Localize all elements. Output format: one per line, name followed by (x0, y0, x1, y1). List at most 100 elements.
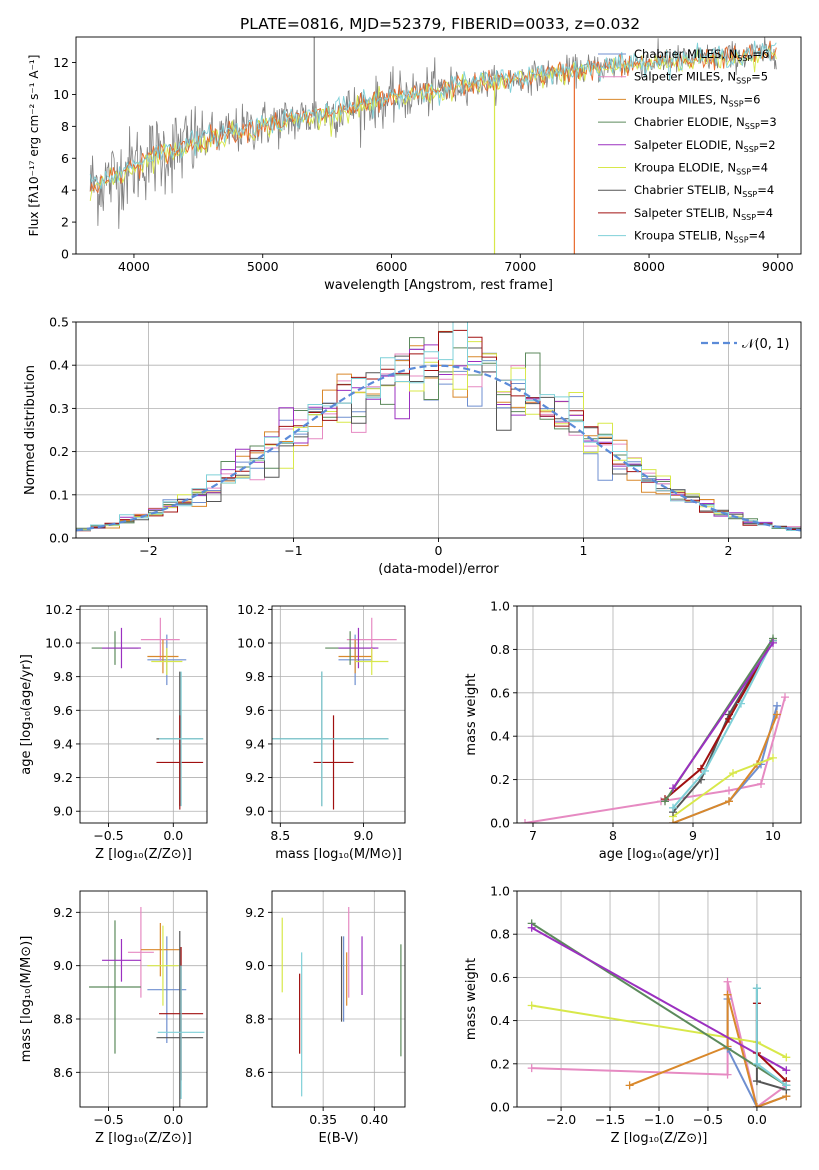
legend-entry: Chabrier MILES, NSSP=6 (634, 47, 769, 63)
y-tick-label: 0.3 (49, 401, 69, 416)
x-tick-label: −0.5 (93, 1112, 123, 1127)
x-tick-label: 9000 (762, 259, 794, 274)
y-tick-label: 0.2 (49, 444, 69, 459)
data-point (669, 784, 677, 793)
legend-count: =2 (759, 138, 776, 152)
data-point (782, 1053, 791, 1062)
plot-area (272, 617, 397, 810)
axes-frame (271, 890, 406, 1108)
panel-spectrum: Chabrier MILES, NSSP=6 Salpeter MILES, NS… (27, 36, 802, 293)
y-tick-label: 0.2 (490, 772, 510, 787)
legend-count: =3 (760, 115, 777, 129)
legend-count: =5 (751, 70, 768, 84)
plot-area (281, 907, 402, 1097)
data-point (782, 1081, 791, 1090)
data-point (729, 769, 737, 778)
y-axis-label: Flux [fλ10⁻¹⁷ erg cm⁻² s⁻¹ A⁻¹] (27, 55, 41, 237)
data-point (661, 797, 669, 806)
y-tick-label: 9.0 (53, 804, 73, 819)
plot-area (91, 617, 204, 810)
y-axis-label: mass weight (464, 673, 479, 755)
y-tick-label: 8.6 (245, 1065, 265, 1080)
y-tick-label: 10 (53, 87, 69, 102)
x-axis-label: (data-model)/error (378, 562, 499, 577)
y-tick-label: 9.0 (53, 958, 73, 973)
y-tick-label: 0.6 (490, 970, 510, 985)
legend-entry: Chabrier STELIB, NSSP=4 (634, 183, 774, 199)
plot-area (521, 634, 789, 823)
legend-subscript: SSP (737, 54, 752, 63)
legend-subscript: SSP (741, 213, 756, 222)
x-tick-label: 9 (689, 828, 697, 843)
legend-subscript: SSP (734, 236, 749, 245)
y-tick-label: 10.0 (45, 636, 73, 651)
y-tick-label: 0.6 (490, 685, 510, 700)
legend: Chabrier MILES, NSSP=6 Salpeter MILES, NS… (598, 47, 777, 245)
legend-count: =6 (744, 92, 761, 106)
data-point (527, 923, 536, 932)
panel-age_vs_mass: 8.5 9.0 9.0 9.2 9.4 9.6 9.8 10.0 10.2 mass [log₁₀… (237, 602, 406, 862)
spectrum-model-line (89, 40, 777, 190)
series-line (672, 714, 778, 823)
data-point (723, 990, 732, 999)
series-line (672, 642, 774, 789)
legend-subscript: SSP (736, 77, 751, 86)
y-tick-label: 0.0 (490, 1100, 510, 1115)
x-axis-label: Z [log₁₀(Z/Z⊙)] (95, 1131, 192, 1146)
y-tick-label: 9.4 (53, 736, 73, 751)
x-tick-label: 2 (725, 543, 733, 558)
x-tick-label: −2.0 (546, 1112, 576, 1127)
data-point (521, 819, 529, 823)
data-point (782, 1066, 791, 1075)
x-tick-label: 10 (765, 828, 781, 843)
data-point (752, 1103, 761, 1107)
x-axis-label: wavelength [Angstrom, rest frame] (324, 278, 553, 293)
y-tick-label: 9.6 (245, 703, 265, 718)
y-tick-label: 8.8 (53, 1012, 73, 1027)
x-tick-label: 6000 (376, 259, 408, 274)
legend: 𝒩(0, 1) (701, 337, 789, 352)
legend-entry: Salpeter ELODIE, NSSP=2 (634, 138, 776, 154)
spectrum-model-line (89, 45, 777, 201)
y-tick-label: 9.4 (245, 736, 265, 751)
y-tick-label: 10.2 (237, 602, 265, 617)
histogram-step (76, 322, 801, 533)
legend-count: =4 (751, 161, 768, 175)
x-tick-label: 1 (580, 543, 588, 558)
y-tick-label: 0.0 (49, 531, 69, 546)
plots-group: Chabrier MILES, NSSP=6 Salpeter MILES, NS… (19, 36, 802, 1146)
y-tick-label: 1.0 (490, 884, 510, 899)
x-tick-label: −0.5 (693, 1112, 723, 1127)
x-axis-label: age [log₁₀(age/yr)] (599, 847, 720, 862)
data-point (769, 638, 777, 647)
y-tick-label: 8 (61, 119, 69, 134)
data-point (701, 766, 709, 775)
x-tick-label: −2 (139, 543, 157, 558)
legend-subscript: SSP (736, 168, 751, 177)
x-axis-label: Z [log₁₀(Z/Z⊙)] (611, 1131, 708, 1146)
legend-entry: Salpeter STELIB, NSSP=4 (634, 206, 773, 222)
axes-frame (79, 605, 208, 824)
legend-count: =4 (756, 206, 773, 220)
series-line (531, 926, 787, 1072)
y-tick-label: 0.5 (49, 315, 69, 330)
series-line (672, 640, 774, 809)
y-tick-label: 0.2 (490, 1056, 510, 1071)
y-tick-label: 0.0 (490, 816, 510, 831)
panel-mass_weight_vs_age: 7 8 9 10 0.0 0.2 0.4 0.6 0.8 1.0 age [log₁₀(age/yr… (464, 599, 802, 862)
plot-area (76, 322, 801, 534)
y-tick-label: 0.4 (490, 1013, 510, 1028)
legend-entry: Salpeter MILES, NSSP=5 (634, 70, 768, 86)
y-axis-label: age [log₁₀(age/yr)] (19, 654, 34, 775)
panel-mass_weight_vs_Z: −2.0 −1.5 −1.0 −0.5 0.0 0.0 0.2 0.4 0.6 0.8 1.0 Z [… (464, 884, 802, 1146)
y-tick-label: 9.8 (53, 669, 73, 684)
x-tick-label: −0.5 (93, 828, 123, 843)
y-tick-label: 9.2 (245, 770, 265, 785)
data-point (527, 1064, 536, 1073)
y-tick-label: 9.8 (245, 669, 265, 684)
data-point (723, 977, 732, 986)
y-tick-label: 0.1 (49, 487, 69, 502)
y-axis-label: Normed distribution (23, 365, 38, 495)
plot-area (527, 919, 791, 1107)
